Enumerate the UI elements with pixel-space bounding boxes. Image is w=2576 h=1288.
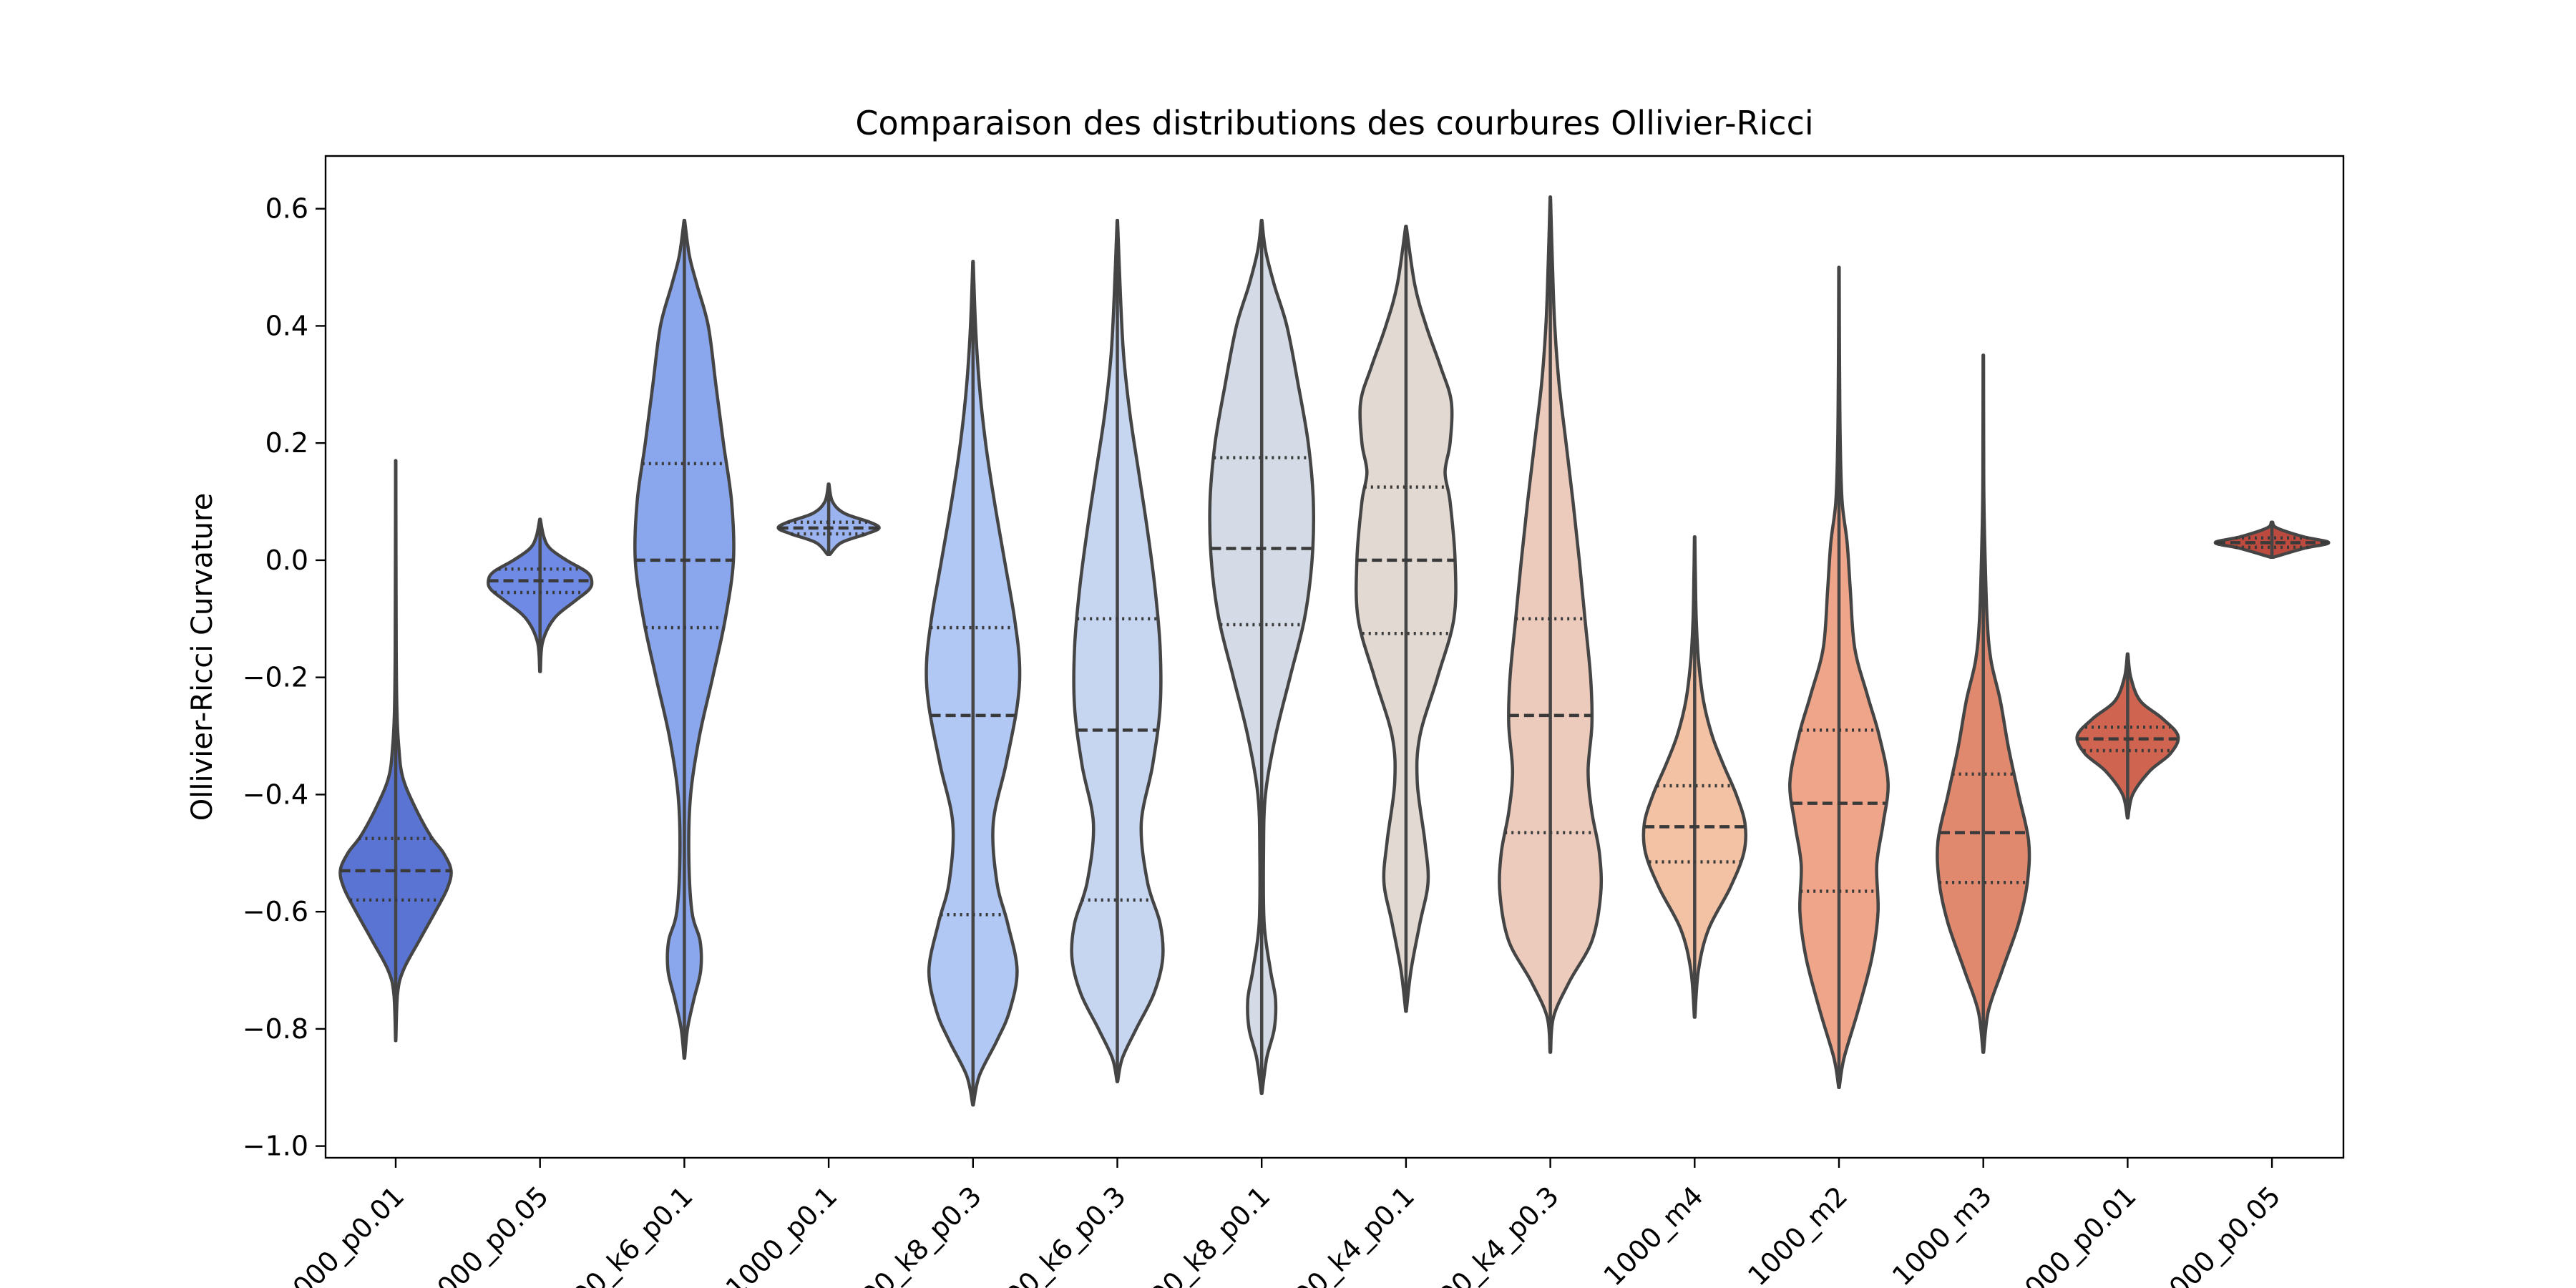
x-tick-label: 00_k6_p0.3	[1000, 1180, 1132, 1288]
violin-e_1000_m4	[1641, 535, 1748, 1019]
y-axis: 0.6 0.4 0.2 0.0 −0.2 −0.4 −0.6 −0.8 −1.0	[243, 193, 326, 1162]
violin-5000_p0.05	[2213, 520, 2331, 560]
violin-00_k4_p0.1	[1355, 224, 1458, 1013]
y-tick-label: −0.4	[243, 779, 308, 810]
x-tick-label: e_1000_m4	[1576, 1180, 1709, 1288]
y-tick-label: 0.6	[265, 193, 308, 225]
violin-1000_p0.05	[487, 517, 594, 673]
x-tick-label: 5000_p0.01	[2006, 1180, 2142, 1288]
y-tick-label: −0.2	[243, 662, 308, 693]
violin-5000_p0.01	[2075, 652, 2180, 820]
violin-00_k8_p0.1	[1208, 218, 1316, 1096]
x-tick-label: 00_k4_p0.1	[1289, 1180, 1421, 1288]
violin-00_k6_p0.1	[633, 218, 736, 1060]
y-tick-label: −0.6	[243, 896, 308, 927]
x-tick-label: 1000_p0.1	[720, 1180, 844, 1288]
x-tick-label: e_1000_m2	[1720, 1180, 1853, 1288]
violin-1000_p0.1	[776, 482, 881, 556]
x-tick-label: 1000_p0.01	[275, 1180, 411, 1288]
y-tick-label: 0.4	[265, 310, 308, 341]
violins-layer	[338, 195, 2331, 1107]
plot-frame	[324, 155, 2345, 1159]
violin-e_1000_m3	[1936, 353, 2031, 1054]
y-tick-label: −0.8	[243, 1013, 308, 1045]
violin-1000_p0.01	[338, 459, 453, 1043]
x-axis: 1000_p0.01 1000_p0.05 00_k6_p0.1 1000_p0.1 0…	[275, 1158, 2287, 1288]
y-tick-label: −1.0	[243, 1131, 308, 1162]
violin-00_k4_p0.3	[1498, 195, 1604, 1054]
x-tick-label: 5000_p0.05	[2151, 1180, 2287, 1288]
chart-title: Comparaison des distributions des courbu…	[855, 104, 1813, 142]
y-tick-label: 0.2	[265, 427, 308, 459]
y-tick-label: 0.0	[265, 545, 308, 576]
x-tick-label: 1000_p0.05	[419, 1180, 555, 1288]
x-tick-label: 00_k6_p0.1	[567, 1180, 699, 1288]
violin-e_1000_m2	[1788, 265, 1890, 1090]
x-tick-label: 00_k8_p0.3	[856, 1180, 988, 1288]
x-tick-label: e_1000_m3	[1865, 1180, 1998, 1288]
x-tick-label: 00_k4_p0.3	[1433, 1180, 1565, 1288]
violin-00_k8_p0.3	[924, 260, 1022, 1107]
y-axis-label: Ollivier-Ricci Curvature	[186, 493, 219, 821]
violin-00_k6_p0.3	[1070, 218, 1165, 1083]
x-tick-label: 00_k8_p0.1	[1144, 1180, 1277, 1288]
